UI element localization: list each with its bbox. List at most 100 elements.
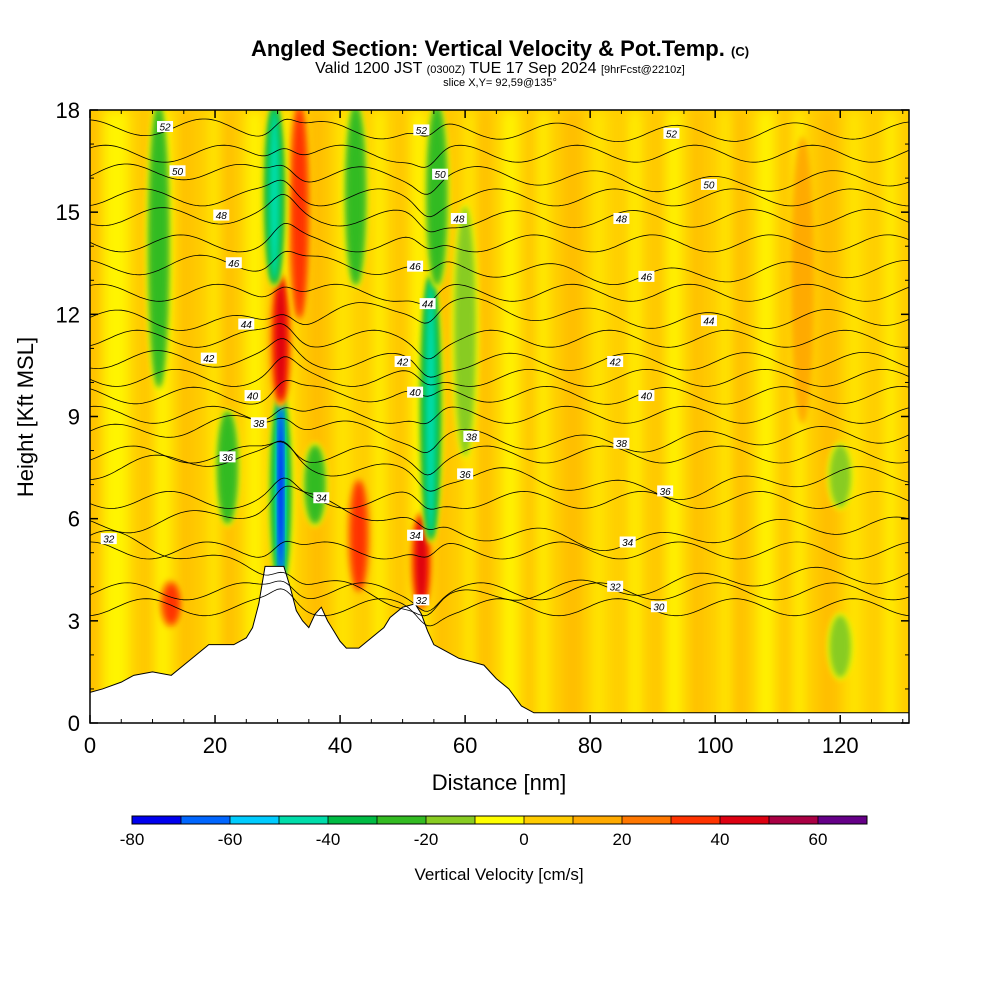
x-axis-label: Distance [nm] [432, 770, 567, 795]
theta-label-background [463, 430, 480, 442]
theta-contour-line [90, 540, 909, 560]
theta-contour-label: 36 [657, 485, 674, 498]
velocity-streak [856, 110, 865, 723]
theta-contour-line [90, 588, 909, 627]
velocity-streak [501, 110, 519, 723]
colorbar-swatch [132, 816, 181, 824]
theta-label-background [432, 168, 449, 180]
theta-label-background [157, 121, 174, 133]
theta-contour-label: 40 [407, 386, 424, 399]
velocity-core [149, 110, 168, 387]
theta-contour-label: 32 [100, 533, 117, 546]
theta-label-background [613, 212, 630, 224]
theta-contour-label: 36 [219, 451, 236, 464]
colorbar: -80 -60 -40 -20 0 20 40 60 [120, 815, 868, 849]
velocity-core [306, 446, 325, 523]
velocity-streak [729, 110, 743, 723]
colorbar-swatch [524, 816, 573, 824]
theta-label-background [619, 536, 636, 548]
velocity-streak [246, 110, 264, 723]
velocity-streak [693, 110, 702, 723]
theta-label-background [607, 580, 624, 592]
theta-label-background [238, 318, 255, 330]
theta-label-text: 32 [610, 582, 622, 593]
velocity-core [275, 280, 286, 400]
theta-contour-label: 48 [450, 212, 467, 225]
colorbar-swatch [426, 816, 475, 824]
velocity-core [164, 584, 179, 623]
velocity-features [145, 110, 854, 680]
velocity-streak [310, 110, 324, 723]
x-tick-label: 120 [822, 733, 859, 758]
velocity-streak [473, 110, 488, 723]
theta-label-text: 36 [660, 487, 672, 498]
x-tick-label: 0 [84, 733, 96, 758]
theta-label-text: 40 [641, 392, 653, 403]
colorbar-swatch [328, 816, 377, 824]
x-tick-label: 40 [328, 733, 352, 758]
theta-label-text: 38 [253, 419, 265, 430]
colorbar-swatch [818, 816, 867, 824]
theta-label-background [650, 601, 667, 613]
velocity-streak [345, 110, 354, 723]
theta-contour-label: 42 [200, 352, 217, 365]
colorbar-tick-label: -20 [414, 830, 439, 849]
theta-label-text: 32 [416, 596, 428, 607]
theta-contour-label: 46 [407, 260, 424, 273]
theta-label-background [413, 594, 430, 606]
theta-contour-label: 50 [432, 168, 449, 181]
theta-label-text: 50 [435, 170, 447, 181]
theta-label-text: 38 [466, 432, 478, 443]
theta-contour-label: 44 [419, 298, 436, 311]
velocity-streak [537, 110, 549, 723]
theta-label-background [225, 257, 242, 269]
theta-label-text: 36 [222, 453, 234, 464]
theta-contour-line [90, 379, 909, 405]
theta-contour-label: 46 [638, 270, 655, 283]
colorbar-tick-label: 60 [809, 830, 828, 849]
theta-label-text: 40 [247, 392, 259, 403]
theta-label-text: 48 [216, 211, 228, 222]
theta-label-text: 44 [422, 300, 434, 311]
velocity-streak [182, 110, 191, 723]
colorbar-swatch [720, 816, 769, 824]
velocity-streak [210, 110, 222, 723]
terrain [90, 565, 909, 723]
theta-contour-label: 48 [213, 209, 230, 222]
colorbar-swatch [475, 816, 524, 824]
theta-contour-label: 38 [613, 437, 630, 450]
velocity-streak [373, 110, 385, 723]
theta-contour-label: 52 [663, 127, 680, 140]
colorbar-tick-label: 0 [519, 830, 528, 849]
theta-contour-label: 50 [169, 165, 186, 178]
theta-contours [90, 118, 909, 627]
theta-label-background [657, 485, 674, 497]
theta-label-text: 52 [159, 123, 171, 134]
theta-label-background [100, 533, 117, 545]
theta-label-text: 42 [203, 354, 215, 365]
velocity-streak [757, 110, 775, 723]
theta-label-text: 48 [616, 214, 628, 225]
colorbar-label: Vertical Velocity [cm/s] [414, 865, 583, 884]
theta-contour-label: 36 [457, 468, 474, 481]
theta-label-text: 42 [397, 358, 409, 369]
theta-contour-label: 32 [607, 580, 624, 593]
chart-title: Angled Section: Vertical Velocity & Pot.… [250, 36, 750, 61]
colorbar-swatch [573, 816, 622, 824]
theta-label-background [457, 468, 474, 480]
velocity-streak [885, 110, 897, 723]
theta-contour-line [90, 477, 909, 510]
theta-contour-line [90, 530, 909, 617]
theta-label-text: 30 [653, 603, 665, 614]
x-tick-label: 20 [203, 733, 227, 758]
theta-label-text: 38 [616, 439, 628, 450]
theta-contour-label: 34 [313, 492, 330, 505]
y-tick-label: 3 [68, 609, 80, 634]
theta-label-text: 50 [172, 167, 184, 178]
velocity-streak [118, 110, 130, 723]
theta-contour-line [90, 415, 909, 454]
theta-contour-line [90, 323, 909, 360]
velocity-core [292, 110, 307, 317]
velocity-streak [629, 110, 641, 723]
